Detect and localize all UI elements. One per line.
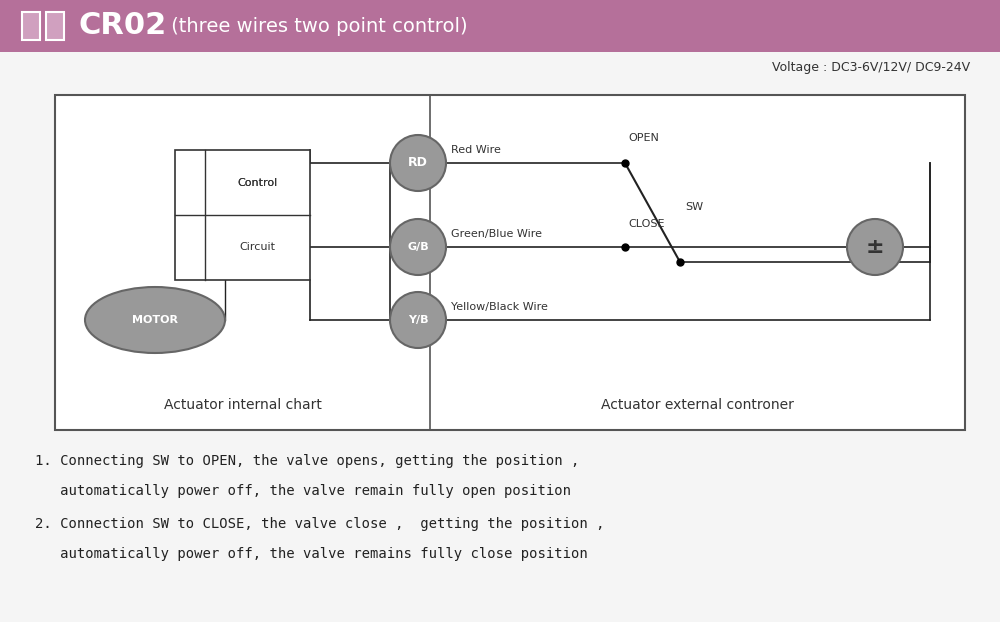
FancyBboxPatch shape	[0, 0, 1000, 52]
Text: Control: Control	[237, 177, 278, 187]
Text: 1. Connecting SW to OPEN, the valve opens, getting the position ,: 1. Connecting SW to OPEN, the valve open…	[35, 454, 579, 468]
Circle shape	[847, 219, 903, 275]
Text: (three wires two point control): (three wires two point control)	[165, 17, 468, 35]
Text: CR02: CR02	[78, 11, 166, 40]
FancyBboxPatch shape	[55, 95, 965, 430]
Text: Yellow/Black Wire: Yellow/Black Wire	[451, 302, 548, 312]
Text: Y/B: Y/B	[408, 315, 428, 325]
Text: MOTOR: MOTOR	[132, 315, 178, 325]
FancyBboxPatch shape	[46, 12, 64, 40]
Text: Actuator external controner: Actuator external controner	[601, 398, 794, 412]
FancyBboxPatch shape	[22, 12, 40, 40]
Text: Red Wire: Red Wire	[451, 145, 501, 155]
Text: Actuator internal chart: Actuator internal chart	[164, 398, 321, 412]
Text: automatically power off, the valve remains fully close position: automatically power off, the valve remai…	[35, 547, 588, 561]
Text: G/B: G/B	[407, 242, 429, 252]
Ellipse shape	[85, 287, 225, 353]
Text: 2. Connection SW to CLOSE, the valve close ,  getting the position ,: 2. Connection SW to CLOSE, the valve clo…	[35, 517, 604, 531]
Text: automatically power off, the valve remain fully open position: automatically power off, the valve remai…	[35, 484, 571, 498]
Text: CLOSE: CLOSE	[628, 219, 664, 229]
Text: Green/Blue Wire: Green/Blue Wire	[451, 229, 542, 239]
FancyBboxPatch shape	[175, 150, 310, 280]
Text: Voltage : DC3-6V/12V/ DC9-24V: Voltage : DC3-6V/12V/ DC9-24V	[772, 60, 970, 73]
Text: ±: ±	[866, 237, 884, 257]
Circle shape	[390, 135, 446, 191]
Text: SW: SW	[685, 203, 703, 213]
Text: OPEN: OPEN	[628, 133, 659, 143]
Circle shape	[390, 292, 446, 348]
Circle shape	[390, 219, 446, 275]
Text: RD: RD	[408, 157, 428, 170]
Text: Control: Control	[237, 177, 278, 187]
Text: Circuit: Circuit	[240, 243, 276, 253]
